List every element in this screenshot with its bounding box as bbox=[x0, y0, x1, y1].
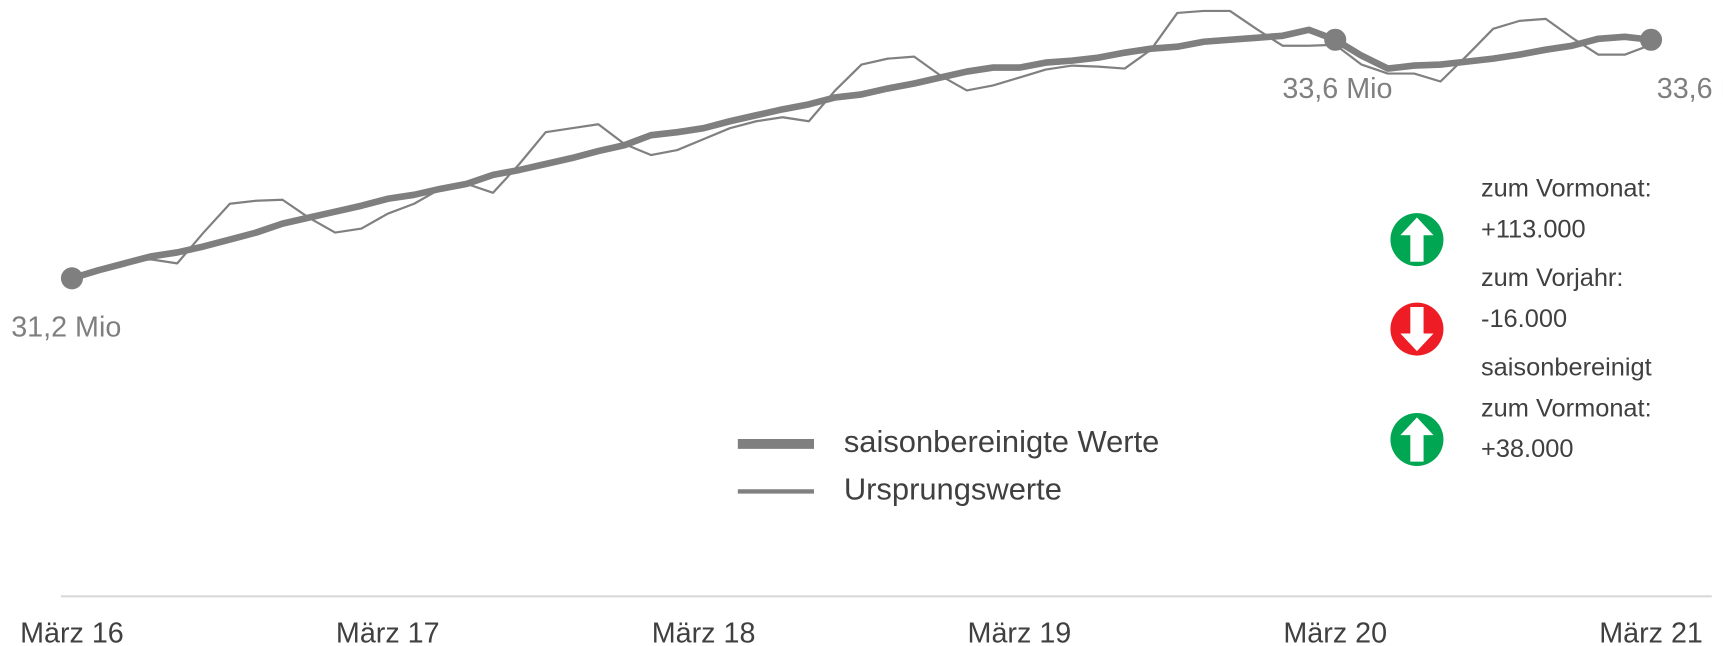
x-tick-label: März 16 bbox=[20, 618, 124, 646]
annotation-text: zum Vormonat: bbox=[1481, 394, 1652, 422]
series-line bbox=[70, 26, 1652, 282]
series-line bbox=[71, 9, 1652, 282]
annotation-text: zum Vorjahr: bbox=[1481, 264, 1623, 292]
annotation-text: -16.000 bbox=[1481, 305, 1567, 333]
x-tick-label: März 21 bbox=[1599, 618, 1703, 646]
annotation-text: +38.000 bbox=[1481, 435, 1573, 463]
x-tick-label: März 19 bbox=[968, 618, 1072, 646]
arrow-icon bbox=[1400, 306, 1434, 352]
legend-label: saisonbereinigte Werte bbox=[844, 424, 1160, 459]
value-label: 31,2 Mio bbox=[11, 312, 121, 344]
point-marker bbox=[1324, 28, 1347, 51]
value-label: 33,6 Mio bbox=[1282, 73, 1392, 105]
x-tick-label: März 20 bbox=[1283, 618, 1387, 646]
point-marker bbox=[1640, 28, 1663, 51]
annotation-text: +113.000 bbox=[1481, 215, 1586, 243]
legend-label: Ursprungswerte bbox=[844, 472, 1062, 507]
value-label: 33,6 Mio bbox=[1657, 73, 1723, 105]
arrow-icon bbox=[1400, 417, 1434, 462]
x-tick-label: März 17 bbox=[336, 618, 440, 646]
annotation-text: saisonbereinigt bbox=[1481, 354, 1652, 382]
point-marker bbox=[60, 267, 83, 290]
annotation-text: zum Vormonat: bbox=[1481, 175, 1652, 203]
x-tick-label: März 18 bbox=[652, 618, 756, 646]
arrow-icon bbox=[1400, 217, 1434, 262]
